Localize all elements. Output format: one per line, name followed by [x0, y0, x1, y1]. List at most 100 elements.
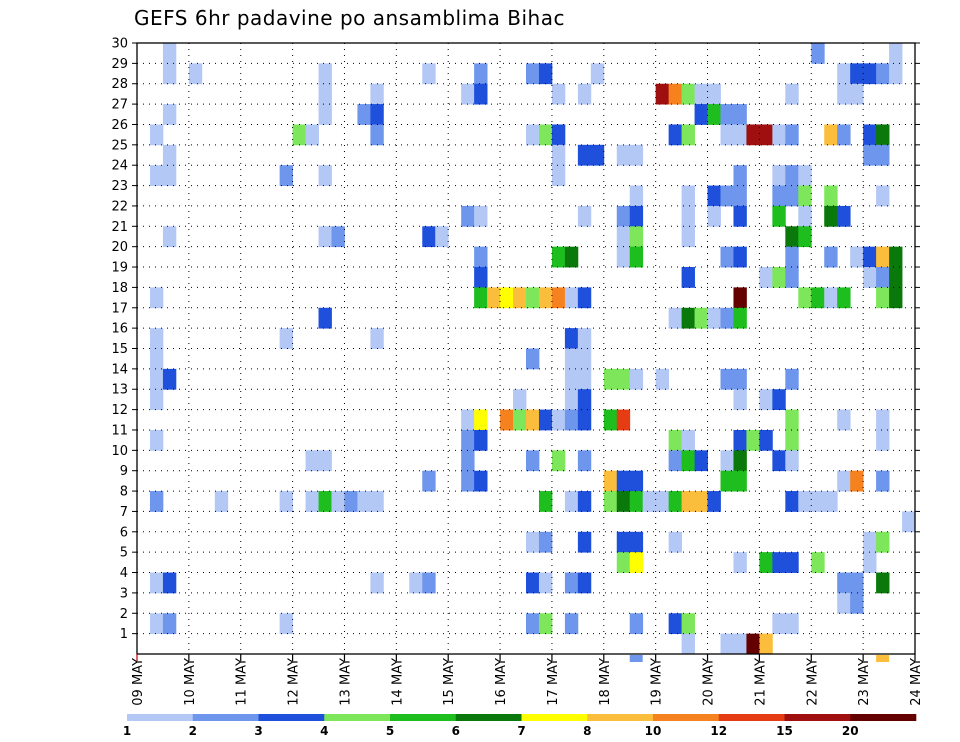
heatmap-cell [500, 287, 514, 309]
heatmap-cell [162, 43, 177, 64]
heatmap-cell [746, 633, 760, 655]
y-tick-label: 7 [120, 505, 128, 520]
heatmap-cell [876, 470, 890, 492]
heatmap-cell [681, 613, 695, 635]
heatmap-cell [149, 328, 164, 349]
heatmap-cell [759, 389, 773, 410]
y-tick-label: 3 [120, 586, 128, 601]
heatmap-cell [487, 287, 501, 309]
heatmap-cell [785, 226, 799, 248]
colorbar-label: 10 [645, 724, 662, 738]
heatmap-cell [305, 124, 319, 146]
heatmap-cell [811, 491, 825, 512]
heatmap-cell [655, 83, 670, 105]
grid-layer [137, 43, 915, 654]
heatmap-cell [149, 124, 164, 146]
heatmap-cell [837, 63, 851, 85]
heatmap-cell [629, 531, 644, 553]
heatmap-cell [577, 205, 592, 227]
heatmap-cell [149, 368, 164, 390]
heatmap-cell [889, 63, 903, 85]
heatmap-cell [577, 287, 592, 309]
heatmap-cell [564, 613, 579, 635]
heatmap-cell [772, 124, 786, 146]
heatmap-cell [681, 83, 695, 105]
heatmap-cell [551, 287, 566, 309]
y-tick-label: 19 [111, 261, 128, 276]
heatmap-cell [837, 205, 851, 227]
x-tick-label: 11 MAY [235, 658, 250, 706]
heatmap-cell [681, 429, 695, 451]
y-tick-label: 20 [111, 240, 128, 255]
y-tick-label: 18 [111, 281, 128, 296]
heatmap-cell [538, 531, 553, 553]
heatmap-cell [616, 552, 631, 573]
heatmap-cell [746, 124, 760, 146]
heatmap-cell [318, 450, 332, 472]
heatmap-cell [733, 246, 747, 268]
y-tick-label: 30 [111, 37, 128, 52]
heatmap-cell [538, 63, 553, 85]
heatmap-cell [616, 368, 631, 390]
heatmap-cell [772, 185, 786, 207]
heatmap-cell [616, 409, 631, 431]
heatmap-cell [162, 226, 177, 248]
heatmap-cell [162, 144, 177, 166]
colorbar-label: 7 [517, 724, 525, 738]
heatmap-cell [876, 185, 890, 207]
heatmap-cell [798, 226, 812, 248]
heatmap-cell [577, 409, 592, 431]
heatmap-cell [577, 83, 592, 105]
heatmap-cell [149, 389, 164, 410]
bottom-strip-cell [876, 655, 890, 662]
heatmap-cell [720, 246, 734, 268]
heatmap-cell [526, 450, 540, 472]
heatmap-cell [850, 63, 864, 85]
heatmap-cell [344, 491, 358, 512]
x-tick-label: 24 MAY [909, 658, 924, 706]
colorbar-label: 15 [776, 724, 793, 738]
heatmap-cell [590, 63, 605, 85]
heatmap-cell [733, 389, 747, 410]
heatmap-cell [461, 83, 475, 105]
heatmap-cell [733, 205, 747, 227]
heatmap-cell [629, 205, 644, 227]
x-tick-label: 14 MAY [390, 658, 405, 706]
heatmap-cell [863, 531, 877, 553]
heatmap-cell [513, 389, 527, 410]
heatmap-cell [538, 613, 553, 635]
heatmap-cell [538, 287, 553, 309]
heatmap-cell [500, 409, 514, 431]
y-tick-label: 5 [120, 546, 128, 561]
heatmap-cell [759, 124, 773, 146]
heatmap-cell [526, 409, 540, 431]
cells-layer [149, 43, 916, 662]
heatmap-cell [474, 287, 488, 309]
heatmap-cell [785, 409, 799, 431]
heatmap-cell [603, 491, 618, 512]
heatmap-cell [681, 307, 695, 329]
colorbar-swatch [850, 714, 917, 721]
heatmap-cell [785, 552, 799, 573]
heatmap-cell [564, 246, 579, 268]
heatmap-cell [590, 144, 605, 166]
heatmap-cell [863, 124, 877, 146]
axes-layer: 1234567891011121314151617181920212223242… [111, 37, 924, 706]
heatmap-cell [370, 83, 384, 105]
heatmap-cell [564, 348, 579, 370]
y-tick-label: 22 [111, 199, 128, 214]
x-tick-label: 12 MAY [287, 658, 302, 706]
heatmap-cell [785, 429, 799, 451]
heatmap-cell [162, 165, 177, 186]
heatmap-cell [759, 429, 773, 451]
heatmap-cell [474, 246, 488, 268]
heatmap-cell [733, 185, 747, 207]
heatmap-cell [863, 552, 877, 573]
heatmap-cell [668, 613, 682, 635]
heatmap-cell [863, 267, 877, 288]
colorbar-swatch [390, 714, 457, 721]
heatmap-cell [305, 491, 319, 512]
heatmap-cell [513, 409, 527, 431]
heatmap-cell [876, 287, 890, 309]
heatmap-cell [811, 552, 825, 573]
